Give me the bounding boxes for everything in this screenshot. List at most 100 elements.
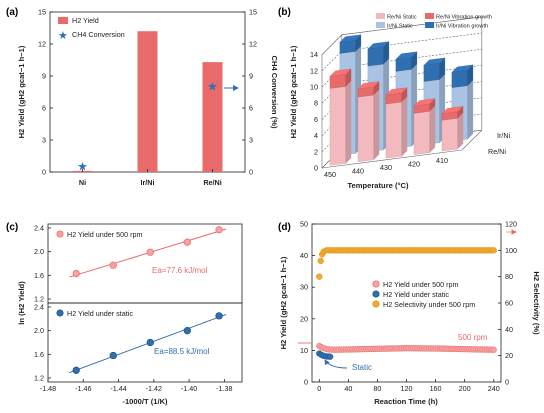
legend-d-rpm-marker (372, 280, 380, 288)
legend-c-top-marker (56, 230, 64, 238)
legend-d-static-label: H2 Yield under static (383, 290, 449, 299)
point-c-0 (109, 261, 117, 269)
bar-a-Re/Ni (202, 62, 223, 173)
tick-d-y-label: 40 (300, 251, 308, 260)
chart-a: ★ ★ 0 3 6 9 12 15 0 3 6 9 12 15 Ni Ir/Ni Re/Ni H2 Yie… (17, 8, 279, 188)
tick-a-x-label: Ni (79, 178, 86, 187)
chart-a-ylabel: H2 Yield (gH2 gcat−1 h−1) (17, 45, 26, 138)
tick-b-y-label: 8 (314, 99, 318, 108)
bar-b-ir-vib-440-front (367, 46, 384, 67)
tick-d-x-label: 160 (430, 384, 442, 393)
point-d-0 (490, 346, 497, 353)
panel-d-letter: (d) (278, 222, 291, 233)
tick-d-x-label: 200 (459, 384, 471, 393)
tick-d-y2-label: 0 (505, 378, 509, 387)
tick-c-x-label: -1.46 (75, 384, 91, 393)
tick-d-y2-label: 60 (505, 299, 513, 308)
panel-b-letter: (b) (278, 7, 291, 18)
bar-b-ir-vib-450 (339, 34, 362, 54)
chart-d-ylabel: H2 Yield (gH2 gcat−1 h−1) (279, 256, 288, 349)
box-b-edge (461, 129, 483, 151)
point-c-1 (109, 351, 117, 360)
tick-d-y-label: 10 (300, 346, 308, 355)
bar-b-ir-vib-420 (423, 57, 446, 82)
bar-b-re-vib-440 (357, 81, 380, 98)
tick-b-x-label: 440 (352, 167, 364, 176)
chart-c-bot-annotation: Ea=88.5 kJ/mol (154, 347, 210, 356)
grid-b-line (321, 34, 343, 55)
tick-d-y-label: 30 (300, 283, 308, 292)
bar-b-re-vib-450-top (329, 68, 352, 77)
tick-d-y2-label: 120 (505, 220, 517, 229)
legend-b-swatch-re-static (376, 13, 385, 19)
tick-b-x-label: 420 (408, 159, 420, 168)
legend-b-label-re-static: Re/Ni Static (387, 15, 417, 21)
legend-c-top-label: H2 Yield under 500 rpm (67, 230, 143, 239)
legend-b-swatch-ir-static (376, 22, 385, 28)
legend-a-star-label: CH4 Conversion (72, 30, 125, 39)
box-b-edge (321, 149, 463, 169)
series-d-2 (316, 247, 497, 280)
bar-b-re-vib-450-front (329, 74, 346, 89)
tick-d-x-label: 0 (317, 384, 321, 393)
chart-b: 0 2 4 6 8 10 12 14 450 440 430 420 410 Re/Ni Static… (289, 13, 511, 190)
series-d-1 (316, 350, 334, 360)
bar-b-re-vib-420-top (413, 98, 436, 107)
bar-b-re-vib-410 (441, 105, 464, 121)
bar-b-re-static-410-side (457, 112, 464, 150)
legend-d-static-marker (372, 290, 380, 298)
tick-c-y-label: 2.4 (34, 224, 44, 233)
bar-b-re-vib-430-top (385, 87, 408, 96)
tick-c-y-label: 1.6 (34, 271, 44, 280)
tick-c-y-label: 2.4 (34, 303, 44, 312)
bar-b-re-static-420 (413, 105, 436, 155)
chart-d: 0 10 20 30 40 50 0 20 40 60 80 100 120 0 40 80 120 160 2… (279, 220, 541, 407)
tick-b-x-label: 450 (324, 170, 336, 179)
bar-b-ir-vib-410 (451, 64, 474, 88)
bar-b-ir-vib-420-top (423, 57, 446, 66)
bar-b-re-static-450 (329, 80, 352, 166)
tick-b-y-label: 6 (314, 115, 318, 124)
tick-c-x-label: -1.40 (181, 384, 197, 393)
tick-d-y-label: 50 (300, 220, 308, 229)
grid-b-line (321, 50, 343, 72)
point-c-1 (146, 338, 154, 347)
legend-b-label-ir-static: Ir/Ni Static (387, 24, 413, 30)
bar-b-re-static-440 (357, 89, 380, 162)
tick-c-x-label: -1.38 (216, 384, 232, 393)
chart-b-ylabel: H2 Yield (gH2 gcat−1 h−1) (289, 45, 298, 138)
bar-b-ir-vib-430-top (395, 51, 418, 60)
chart-c-ylabel: ln (H2 Yield) (17, 281, 26, 325)
tick-b-y-label: 2 (314, 147, 318, 156)
point-c-1 (72, 366, 80, 374)
tick-a-y2-label: 6 (249, 104, 253, 113)
bar-b-re-vib-420 (413, 98, 436, 114)
bar-b-re-static-420-side (429, 105, 436, 153)
bar-b-ir-static-410-side (467, 79, 474, 140)
tick-a-y-label: 9 (42, 72, 46, 81)
chart-b-depth-label-ir: Ir/Ni (497, 131, 511, 140)
legend-d-rpm-label: H2 Yield under 500 rpm (383, 280, 459, 289)
tick-b-y-label: 10 (310, 83, 318, 92)
bar-b-re-vib-430 (385, 87, 408, 105)
bar-b-ir-vib-430 (395, 51, 418, 72)
chart-d-y2label: H2 Selectivity (%) (532, 271, 541, 335)
bar-b-re-static-450-side (345, 80, 352, 164)
bar-b-ir-vib-420-front (423, 63, 440, 82)
point-c-0 (215, 226, 223, 234)
tick-a-y-label: 12 (38, 40, 46, 49)
tick-a-y2-label: 12 (249, 40, 257, 49)
tick-c-y-label: 1.2 (34, 295, 44, 304)
point-d-1 (327, 353, 334, 360)
tick-a-x-label: Re/Ni (203, 178, 221, 187)
legend-d-sel-label: H2 Selectivity under 500 rpm (383, 300, 475, 309)
bar-b-ir-vib-430-front (395, 57, 412, 72)
point-c-0 (72, 269, 80, 278)
tick-d-x-label: 80 (373, 384, 381, 393)
bar-b-re-static-440-side (373, 89, 380, 161)
tick-c-x-label: -1.42 (146, 384, 162, 393)
star-a-Ni: ★ (77, 160, 88, 174)
bar-b-re-vib-440-top (357, 81, 380, 90)
tick-a-y-label: 3 (42, 136, 46, 145)
